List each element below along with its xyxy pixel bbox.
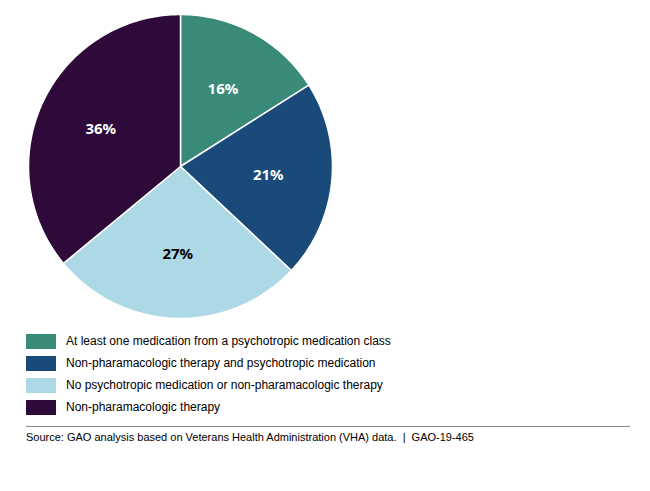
svg-text:27%: 27% <box>162 243 193 263</box>
svg-text:16%: 16% <box>208 78 239 98</box>
svg-text:21%: 21% <box>253 164 284 184</box>
html-text:Source: GAO analysis based on: Source: GAO analysis based on Veterans H… <box>26 431 474 443</box>
html-text:Non-pharamacologic therapy and: Non-pharamacologic therapy and psychotro… <box>66 356 376 370</box>
html-text:Non-pharamacologic therapy: Non-pharamacologic therapy <box>66 400 221 414</box>
html-text:No psychotropic medication or: No psychotropic medication or non-pharam… <box>66 378 383 392</box>
html-text:At least one medication from a: At least one medication from a psychotro… <box>66 334 391 348</box>
svg-text:36%: 36% <box>85 118 116 138</box>
